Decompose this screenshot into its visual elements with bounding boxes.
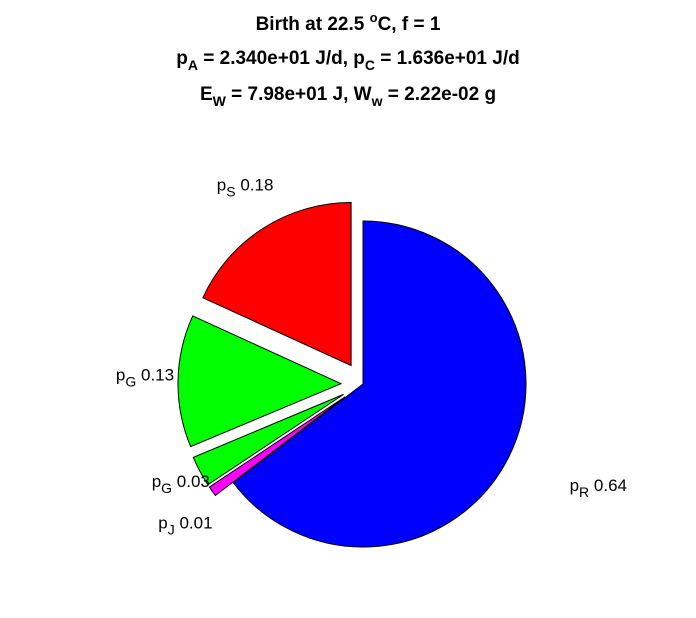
pie-slices (177, 201, 527, 548)
slice-label-pr-0: pR 0.64 (570, 476, 627, 500)
chart-title-line-3: EW = 7.98e+01 J, Ww = 2.22e-02 g (200, 84, 496, 109)
slice-label-pj-1: pJ 0.01 (158, 514, 212, 538)
chart-title: Birth at 22.5 oC, f = 1 pA = 2.340e+01 J/… (176, 10, 519, 109)
pie-slice-pj-1 (208, 396, 346, 497)
pie-slice-pg-2 (192, 393, 344, 486)
chart-title-line-2: pA = 2.340e+01 J/d, pC = 1.636e+01 J/d (176, 48, 519, 73)
slice-label-pg-2: pG 0.03 (152, 472, 210, 496)
pie-slice-pr-0 (232, 220, 527, 548)
pie-slice-ps-4 (202, 201, 352, 367)
chart-title-line-1: Birth at 22.5 oC, f = 1 (256, 10, 441, 35)
pie-slice-pg-3 (177, 315, 343, 448)
slice-label-ps-4: pS 0.18 (217, 176, 274, 200)
slice-labels: pR 0.64 pJ 0.01 pG 0.03 pG 0.13 pS 0.18 (116, 176, 627, 538)
slice-label-pg-3: pG 0.13 (116, 366, 174, 390)
